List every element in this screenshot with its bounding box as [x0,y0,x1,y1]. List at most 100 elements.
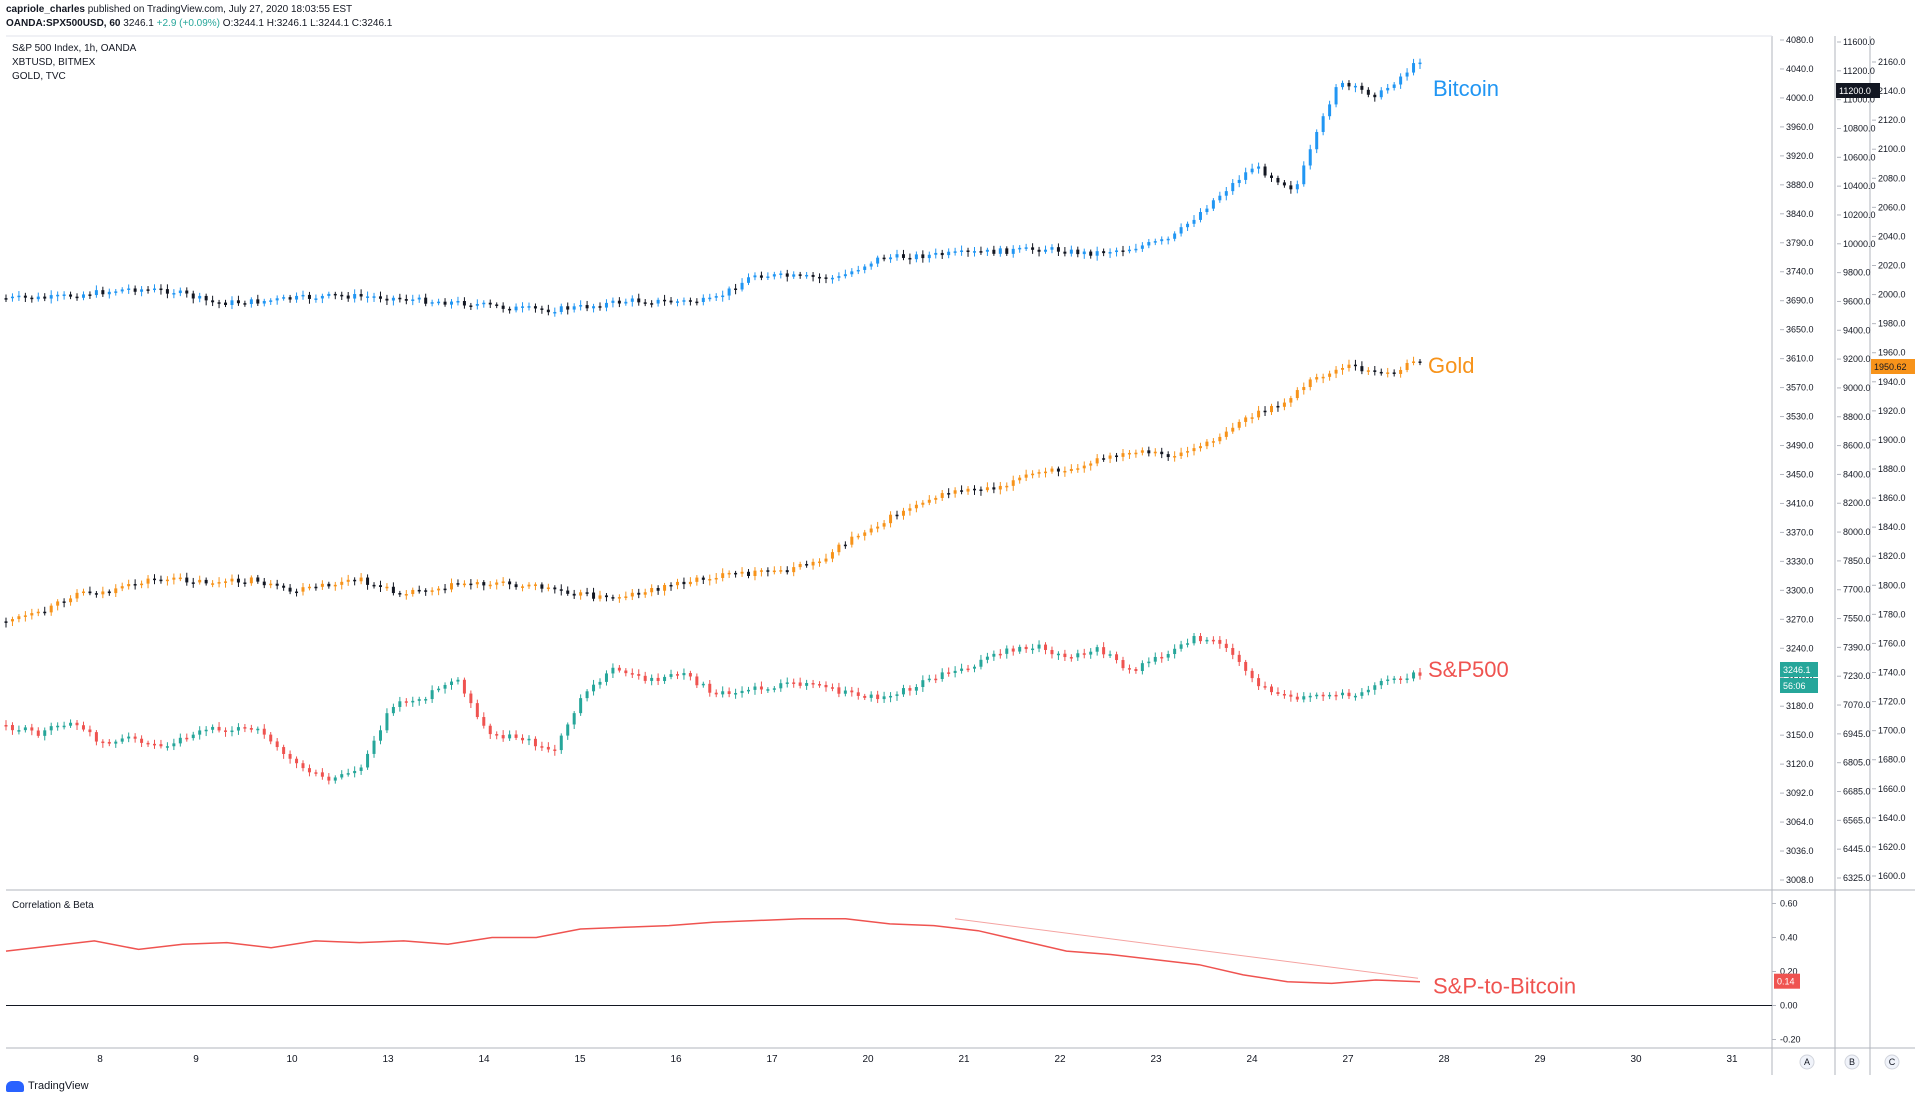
bitcoin-axis-label: 11200.0 [1843,66,1875,76]
legend-item-gold[interactable]: GOLD, TVC [12,71,66,82]
sp500-candle [1308,695,1312,698]
gold-candle [992,487,996,490]
corr-last-flag [1774,973,1800,989]
bitcoin-candle [230,300,234,305]
sp500-candle [895,694,899,696]
bitcoin-candle [75,296,79,299]
sp500-candle [424,699,428,701]
bitcoin-axis-label: 9400.0 [1843,325,1871,335]
tradingview-brand[interactable]: TradingView [6,1080,89,1092]
sp500-candle [1056,653,1060,656]
gold-candle [314,586,318,589]
gold-candle [398,593,402,595]
gold-candle [785,570,789,573]
x-tick-label: 24 [1246,1054,1258,1065]
sp500-candle [81,725,85,730]
gold-candle [140,583,144,586]
gold-candle [456,583,460,585]
bitcoin-candle [1166,238,1170,241]
gold-candle [114,588,118,594]
gold-candle [766,570,770,572]
gold-candle [178,577,182,580]
bitcoin-candle [10,296,14,299]
sp500-axis-label: 3610.0 [1786,354,1814,364]
bitcoin-candle [643,302,647,304]
sp500-candle [372,740,376,754]
gold-candle [979,489,983,491]
bitcoin-candle [1360,85,1364,90]
gold-candle [1173,456,1177,458]
gold-axis-label: 1900.0 [1878,435,1906,445]
sp500-axis-label: 3036.0 [1786,846,1814,856]
sp500-candle [1276,692,1280,694]
sp500-candle [811,683,815,685]
legend-item-sp500[interactable]: S&P 500 Index, 1h, OANDA [12,43,137,54]
sp500-candle [1224,643,1228,649]
gold-axis-label: 2060.0 [1878,202,1906,212]
gold-candle [727,572,731,575]
sp500-candle [1386,679,1390,682]
sp500-candle [1121,660,1125,669]
bitcoin-candle [901,254,905,258]
sp500-candle [1289,694,1293,697]
bitcoin-candle [385,298,389,301]
sp500-axis-label: 3300.0 [1786,585,1814,595]
sp500-candle [682,673,686,676]
sp500-axis-label: 3370.0 [1786,527,1814,537]
x-tick-label: 8 [97,1054,103,1065]
gold-axis-label: 1960.0 [1878,348,1906,358]
sp500-candle [1076,653,1080,658]
sp500-candle [224,730,228,732]
sp500-candle [204,729,208,732]
gold-axis-label: 2140.0 [1878,86,1906,96]
corr-axis-label: 0.60 [1780,899,1798,909]
bitcoin-candle [1076,249,1080,255]
sp500-candle [62,725,66,728]
gold-candle [1192,448,1196,452]
gold-candle [830,552,834,559]
sp500-candle [1231,648,1235,655]
gold-axis-label: 1720.0 [1878,697,1906,707]
gold-candle [1282,402,1286,407]
sp500-candle [1063,653,1067,658]
bitcoin-candle [701,297,705,302]
scale-mode-button [1844,1054,1860,1070]
sp500-candle [191,734,195,739]
gold-candle [927,499,931,503]
sp500-axis-label: 3740.0 [1786,267,1814,277]
bitcoin-axis-label: 8200.0 [1843,498,1871,508]
sp500-candle [269,734,273,742]
bitcoin-axis-label: 6805.0 [1843,758,1871,768]
gold-candle [811,561,815,566]
legend-item-bitcoin[interactable]: XBTUSD, BITMEX [12,57,96,68]
bitcoin-candle [572,306,576,310]
gold-candle [592,592,596,599]
bitcoin-candle [1373,94,1377,98]
sp500-candle [1269,686,1273,693]
scale-mode-label: B [1849,1057,1855,1067]
sp500-candle [1295,696,1299,700]
gold-candle [972,488,976,491]
sp500-candle [843,690,847,694]
gold-axis-label: 1940.0 [1878,377,1906,387]
bitcoin-candle [424,297,428,304]
sp500-candle [837,687,841,694]
sp500-axis-label: 3840.0 [1786,209,1814,219]
sp500-candle [398,701,402,707]
sp500-axis-label: 3920.0 [1786,151,1814,161]
sp500-candle [1321,694,1325,697]
gold-candle [1198,446,1202,449]
bitcoin-candle [295,295,299,300]
bitcoin-candle [443,301,447,305]
bitcoin-candle [1102,251,1106,254]
bitcoin-axis-label: 7700.0 [1843,585,1871,595]
bitcoin-candle [165,289,169,294]
sp500-candle [1405,678,1409,680]
sp500-candle [1302,696,1306,700]
corr-axis-label: 0.40 [1780,933,1798,943]
bitcoin-candle [366,296,370,298]
sp500-countdown-flag [1780,678,1818,693]
sp500-candle [972,666,976,669]
gold-candle [1392,372,1396,374]
